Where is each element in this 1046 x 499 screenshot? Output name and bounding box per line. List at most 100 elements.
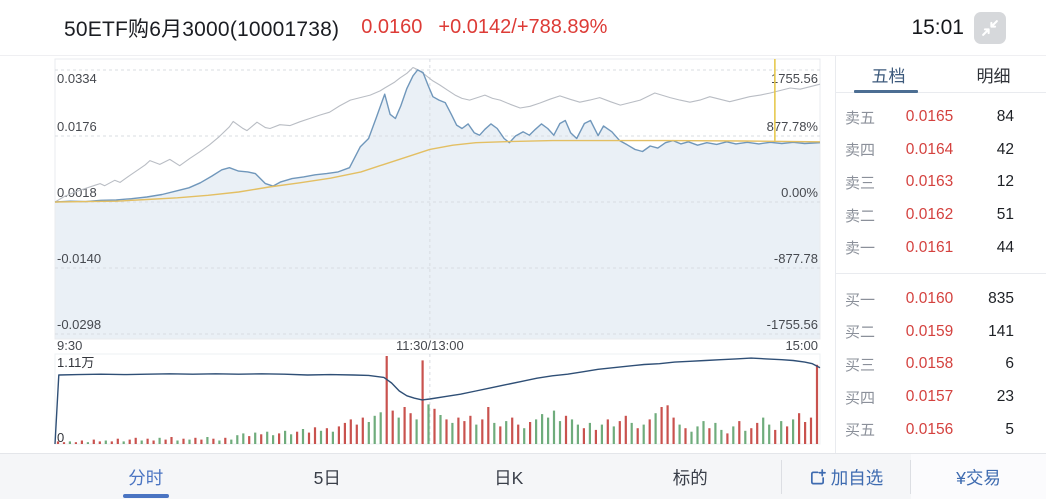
tab-underlying-label: 标的 <box>672 467 708 488</box>
y-axis-label-left: 0.0176 <box>57 119 97 134</box>
order-book-panel: 五档 明细 卖五 0.0165 84 卖四 0.0164 42 卖三 0.0163 12 卖二 0.… <box>835 56 1046 454</box>
collapse-icon[interactable] <box>974 11 1006 44</box>
volume-bar <box>266 431 269 444</box>
trade-button[interactable]: ¥交易 <box>911 454 1046 499</box>
volume-bar <box>433 408 436 444</box>
level-label: 卖四 <box>845 142 876 160</box>
volume-bar <box>260 434 263 444</box>
volume-bar <box>182 438 185 444</box>
order-book-row-buy-买四[interactable]: 买四 0.0157 23 <box>836 387 1046 408</box>
volume-bar <box>564 415 568 444</box>
volume-bar <box>427 404 430 444</box>
volume-bar <box>128 439 131 444</box>
volume-bar <box>481 419 484 444</box>
volume-bar <box>379 412 382 444</box>
volume-bar <box>164 439 167 444</box>
level-volume: 44 <box>996 238 1014 256</box>
instrument-title: 50ETF购6月3000(10001738) <box>64 17 340 41</box>
level-volume: 84 <box>996 108 1014 126</box>
tab-detail[interactable]: 明细 <box>976 66 1011 86</box>
volume-bar <box>152 440 155 444</box>
volume-bar <box>738 421 741 444</box>
volume-bar <box>92 439 95 444</box>
volume-bar <box>385 356 388 444</box>
volume-bar <box>439 415 442 444</box>
volume-bar <box>660 407 663 444</box>
volume-bar <box>762 417 765 444</box>
volume-bar <box>798 413 801 444</box>
volume-bar <box>158 437 161 444</box>
trade-label: ¥交易 <box>956 467 1001 488</box>
tab-5day[interactable]: 5日 <box>237 454 419 499</box>
volume-bar <box>403 407 406 444</box>
volume-bar <box>678 424 681 444</box>
volume-bar <box>230 439 233 444</box>
tab-daily-k[interactable]: 日K <box>418 454 600 499</box>
last-price: 0.0160 <box>361 16 423 38</box>
order-book-rows: 卖五 0.0165 84 卖四 0.0164 42 卖三 0.0163 12 卖二 0.0162 51… <box>836 93 1046 454</box>
order-book-row-sell-卖二[interactable]: 卖二 0.0162 51 <box>836 205 1046 226</box>
tab-intraday[interactable]: 分时 <box>55 454 237 499</box>
level-volume: 42 <box>996 140 1014 158</box>
volume-bar <box>170 437 173 444</box>
volume-bar <box>224 437 227 444</box>
volume-bar <box>541 414 544 444</box>
order-book-row-buy-买二[interactable]: 买二 0.0159 141 <box>836 321 1046 342</box>
add-watchlist-button[interactable]: 加自选 <box>782 454 910 499</box>
volume-bar <box>206 437 209 444</box>
volume-bar <box>104 440 107 444</box>
collapse-arrows-glyph <box>982 19 998 36</box>
order-book-tabs: 五档 明细 <box>836 56 1046 93</box>
volume-bar <box>212 438 215 444</box>
level-price: 0.0157 <box>905 388 954 406</box>
level-volume: 141 <box>988 322 1014 340</box>
y-axis-label-left: -0.0298 <box>57 317 101 332</box>
volume-bar <box>188 439 191 444</box>
main-area: 0.0334 1755.56 0.0176 877.78% 0.0018 0.00% -0.… <box>0 55 1046 454</box>
level-volume: 23 <box>996 388 1014 406</box>
divider <box>910 460 911 494</box>
volume-bar <box>612 426 615 444</box>
tab-intraday-underline <box>122 494 169 498</box>
order-book-row-sell-卖三[interactable]: 卖三 0.0163 12 <box>836 172 1046 193</box>
volume-bar <box>654 413 657 444</box>
tab-five-levels[interactable]: 五档 <box>871 66 906 86</box>
avg-yellow-line <box>54 139 821 203</box>
volume-bar <box>690 431 693 444</box>
level-label: 卖二 <box>845 207 876 225</box>
tab-underlying[interactable]: 标的 <box>600 454 782 499</box>
volume-bar <box>666 405 669 444</box>
volume-bar <box>278 433 281 444</box>
volume-bar <box>618 421 621 444</box>
volume-bar <box>296 431 299 444</box>
order-book-row-sell-卖四[interactable]: 卖四 0.0164 42 <box>836 139 1046 160</box>
volume-bar <box>475 424 478 444</box>
level-price: 0.0156 <box>905 420 954 438</box>
volume-bar <box>367 422 370 444</box>
volume-bar <box>236 435 239 444</box>
level-price: 0.0165 <box>905 108 954 126</box>
volume-bar <box>176 440 179 444</box>
y-axis-label-right: 877.78% <box>767 119 819 134</box>
order-book-row-buy-买五[interactable]: 买五 0.0156 5 <box>836 419 1046 440</box>
period-tabs: 分时 5日 日K 标的 <box>55 454 781 499</box>
order-book-row-buy-买一[interactable]: 买一 0.0160 835 <box>836 289 1046 310</box>
volume-bar <box>684 428 687 444</box>
volume-bar <box>301 429 305 444</box>
volume-max-label: 1.11万 <box>57 355 94 370</box>
volume-bar <box>672 417 675 444</box>
x-axis-label: 9:30 <box>57 338 82 353</box>
volume-bar <box>804 422 807 444</box>
order-book-row-sell-卖一[interactable]: 卖一 0.0161 44 <box>836 237 1046 258</box>
volume-bar <box>218 440 221 444</box>
price-change: +0.0142/+788.89% <box>438 16 608 38</box>
intraday-chart[interactable]: 0.0334 1755.56 0.0176 877.78% 0.0018 0.00% -0.… <box>0 56 835 454</box>
volume-bar <box>397 417 400 444</box>
volume-bar <box>600 424 603 444</box>
order-book-row-buy-买三[interactable]: 买三 0.0158 6 <box>836 354 1046 375</box>
volume-bar <box>445 419 448 444</box>
level-volume: 835 <box>988 290 1014 308</box>
volume-bar <box>648 419 651 444</box>
order-book-row-sell-卖五[interactable]: 卖五 0.0165 84 <box>836 107 1046 128</box>
volume-bar <box>248 436 251 444</box>
